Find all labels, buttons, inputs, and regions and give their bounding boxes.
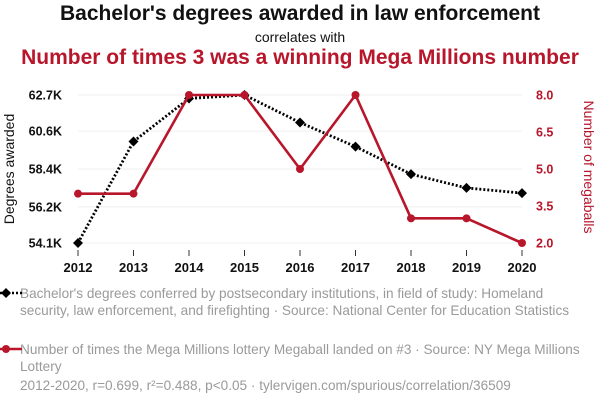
- data-point-megaballs: [296, 165, 304, 173]
- y-right-tick-label: 3.5: [536, 200, 553, 214]
- data-point-degrees: [73, 238, 83, 248]
- y-left-tick-label: 62.7K: [29, 89, 62, 103]
- data-point-degrees: [350, 141, 361, 152]
- y-right-tick-label: 8.0: [536, 89, 553, 103]
- series-line-degrees: [76, 93, 523, 244]
- x-tick-label: 2017: [341, 260, 370, 275]
- legend-marker-megaballs: [0, 345, 22, 353]
- data-point-degrees: [295, 117, 305, 128]
- data-point-megaballs: [407, 214, 415, 223]
- data-point-megaballs: [351, 91, 360, 99]
- y-left-tick-label: 58.4K: [29, 163, 62, 177]
- x-tick-label: 2020: [508, 260, 537, 275]
- y-right-tick-label: 5.0: [536, 163, 553, 177]
- footer-stats: 2012-2020, r=0.699, r²=0.488, p<0.05 · t…: [20, 378, 511, 393]
- legend-item-megaballs: Number of times the Mega Millions lotter…: [0, 341, 580, 375]
- y-left-axis-label: Degrees awarded: [1, 114, 17, 225]
- data-point-megaballs: [185, 91, 193, 99]
- legend-label-degrees: Bachelor's degrees conferred by postseco…: [20, 286, 570, 318]
- chart-title: Bachelor's degrees awarded in law enforc…: [60, 2, 540, 25]
- legend-marker-degrees: [0, 288, 22, 298]
- y-right-tick-label: 2.0: [536, 237, 553, 251]
- x-tick-label: 2015: [230, 260, 259, 275]
- legend-item-degrees: Bachelor's degrees conferred by postseco…: [0, 285, 580, 319]
- legend-label-megaballs: Number of times the Mega Millions lotter…: [20, 342, 580, 374]
- y-right-axis-label: Number of megaballs: [581, 100, 597, 233]
- data-point-megaballs: [518, 239, 526, 247]
- data-point-degrees: [517, 188, 527, 199]
- data-point-megaballs: [240, 91, 249, 99]
- y-left-tick-label: 56.2K: [29, 200, 62, 214]
- data-point-degrees: [128, 136, 139, 147]
- data-point-degrees: [461, 182, 472, 193]
- x-tick-label: 2016: [286, 260, 315, 275]
- chart-subtitle: correlates with: [254, 29, 346, 45]
- x-tick-label: 2012: [64, 260, 93, 275]
- x-tick-label: 2018: [397, 260, 426, 275]
- chart-title-2: Number of times 3 was a winning Mega Mil…: [21, 46, 579, 69]
- data-point-degrees: [406, 169, 416, 180]
- y-right-tick-label: 6.5: [536, 126, 553, 140]
- data-point-megaballs: [74, 189, 82, 198]
- x-tick-label: 2013: [119, 260, 148, 275]
- y-left-tick-label: 60.6K: [29, 125, 62, 139]
- data-point-megaballs: [462, 214, 471, 223]
- x-tick-label: 2014: [175, 260, 205, 275]
- data-point-megaballs: [129, 189, 138, 198]
- y-left-tick-label: 54.1K: [29, 237, 62, 251]
- x-tick-label: 2019: [452, 260, 481, 275]
